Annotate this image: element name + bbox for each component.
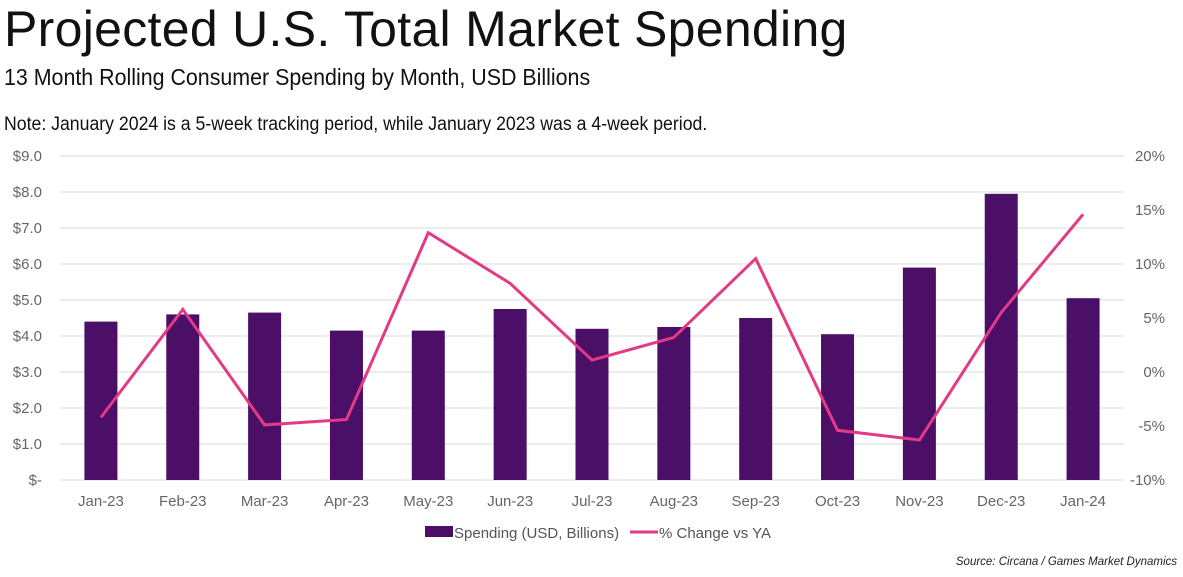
legend-line-label: % Change vs YA xyxy=(659,525,771,542)
x-tick-label: Oct-23 xyxy=(815,493,860,510)
bar-series xyxy=(84,193,1100,481)
left-tick-label: $4.0 xyxy=(13,328,42,345)
x-tick-label: Jun-23 xyxy=(487,493,533,510)
right-axis-ticks: -10% -5% 0% 5% 10% 15% 20% xyxy=(1130,148,1165,489)
right-tick-label: 5% xyxy=(1143,310,1165,327)
left-tick-label: $1.0 xyxy=(13,436,42,453)
bar-aug-23 xyxy=(657,327,691,480)
x-tick-label: Dec-23 xyxy=(977,493,1025,510)
left-tick-label: $7.0 xyxy=(13,220,42,237)
left-axis-ticks: $- $1.0 $2.0 $3.0 $4.0 $5.0 $6.0 $7.0 $8.0 $9.0 xyxy=(13,148,42,489)
legend-bar-label: Spending (USD, Billions) xyxy=(454,525,619,542)
chart-note: Note: January 2024 is a 5-week tracking … xyxy=(4,114,708,135)
bar-nov-23 xyxy=(902,267,936,480)
right-tick-label: 20% xyxy=(1135,148,1165,165)
x-tick-label: Aug-23 xyxy=(650,493,698,510)
left-tick-label: $8.0 xyxy=(13,184,42,201)
legend-bar-swatch xyxy=(425,526,453,537)
bar-may-23 xyxy=(411,330,445,480)
bar-mar-23 xyxy=(248,312,282,480)
x-tick-label: Jan-24 xyxy=(1060,493,1106,510)
x-tick-label: May-23 xyxy=(403,493,453,510)
x-tick-label: Jul-23 xyxy=(572,493,613,510)
x-tick-label: Feb-23 xyxy=(159,493,207,510)
left-tick-label: $9.0 xyxy=(13,148,42,165)
chart-title: Projected U.S. Total Market Spending xyxy=(4,1,848,57)
bar-jan-24 xyxy=(1066,298,1100,480)
right-tick-label: 0% xyxy=(1143,364,1165,381)
bar-dec-23 xyxy=(984,193,1018,481)
left-tick-label: $2.0 xyxy=(13,400,42,417)
right-tick-label: 15% xyxy=(1135,202,1165,219)
pct-change-line xyxy=(99,213,1085,442)
left-tick-label: $- xyxy=(29,472,42,489)
bar-apr-23 xyxy=(329,330,363,480)
x-tick-label: Sep-23 xyxy=(732,493,780,510)
bar-jun-23 xyxy=(493,309,527,480)
source-note: Source: Circana / Games Market Dynamics xyxy=(955,556,1177,568)
x-tick-label: Nov-23 xyxy=(895,493,943,510)
right-tick-label: 10% xyxy=(1135,256,1165,273)
bar-feb-23 xyxy=(166,314,200,480)
x-tick-label: Jan-23 xyxy=(78,493,124,510)
chart-subtitle: 13 Month Rolling Consumer Spending by Mo… xyxy=(4,64,591,90)
x-tick-label: Apr-23 xyxy=(324,493,369,510)
right-tick-label: -10% xyxy=(1130,472,1165,489)
left-tick-label: $6.0 xyxy=(13,256,42,273)
bar-sep-23 xyxy=(739,318,773,480)
left-tick-label: $5.0 xyxy=(13,292,42,309)
bar-jul-23 xyxy=(575,328,609,480)
x-tick-label: Mar-23 xyxy=(241,493,289,510)
legend: Spending (USD, Billions) % Change vs YA xyxy=(425,525,771,542)
right-tick-label: -5% xyxy=(1138,418,1165,435)
x-axis-ticks: Jan-23 Feb-23 Mar-23 Apr-23 May-23 Jun-23 Jul-… xyxy=(78,493,1106,510)
left-tick-label: $3.0 xyxy=(13,364,42,381)
